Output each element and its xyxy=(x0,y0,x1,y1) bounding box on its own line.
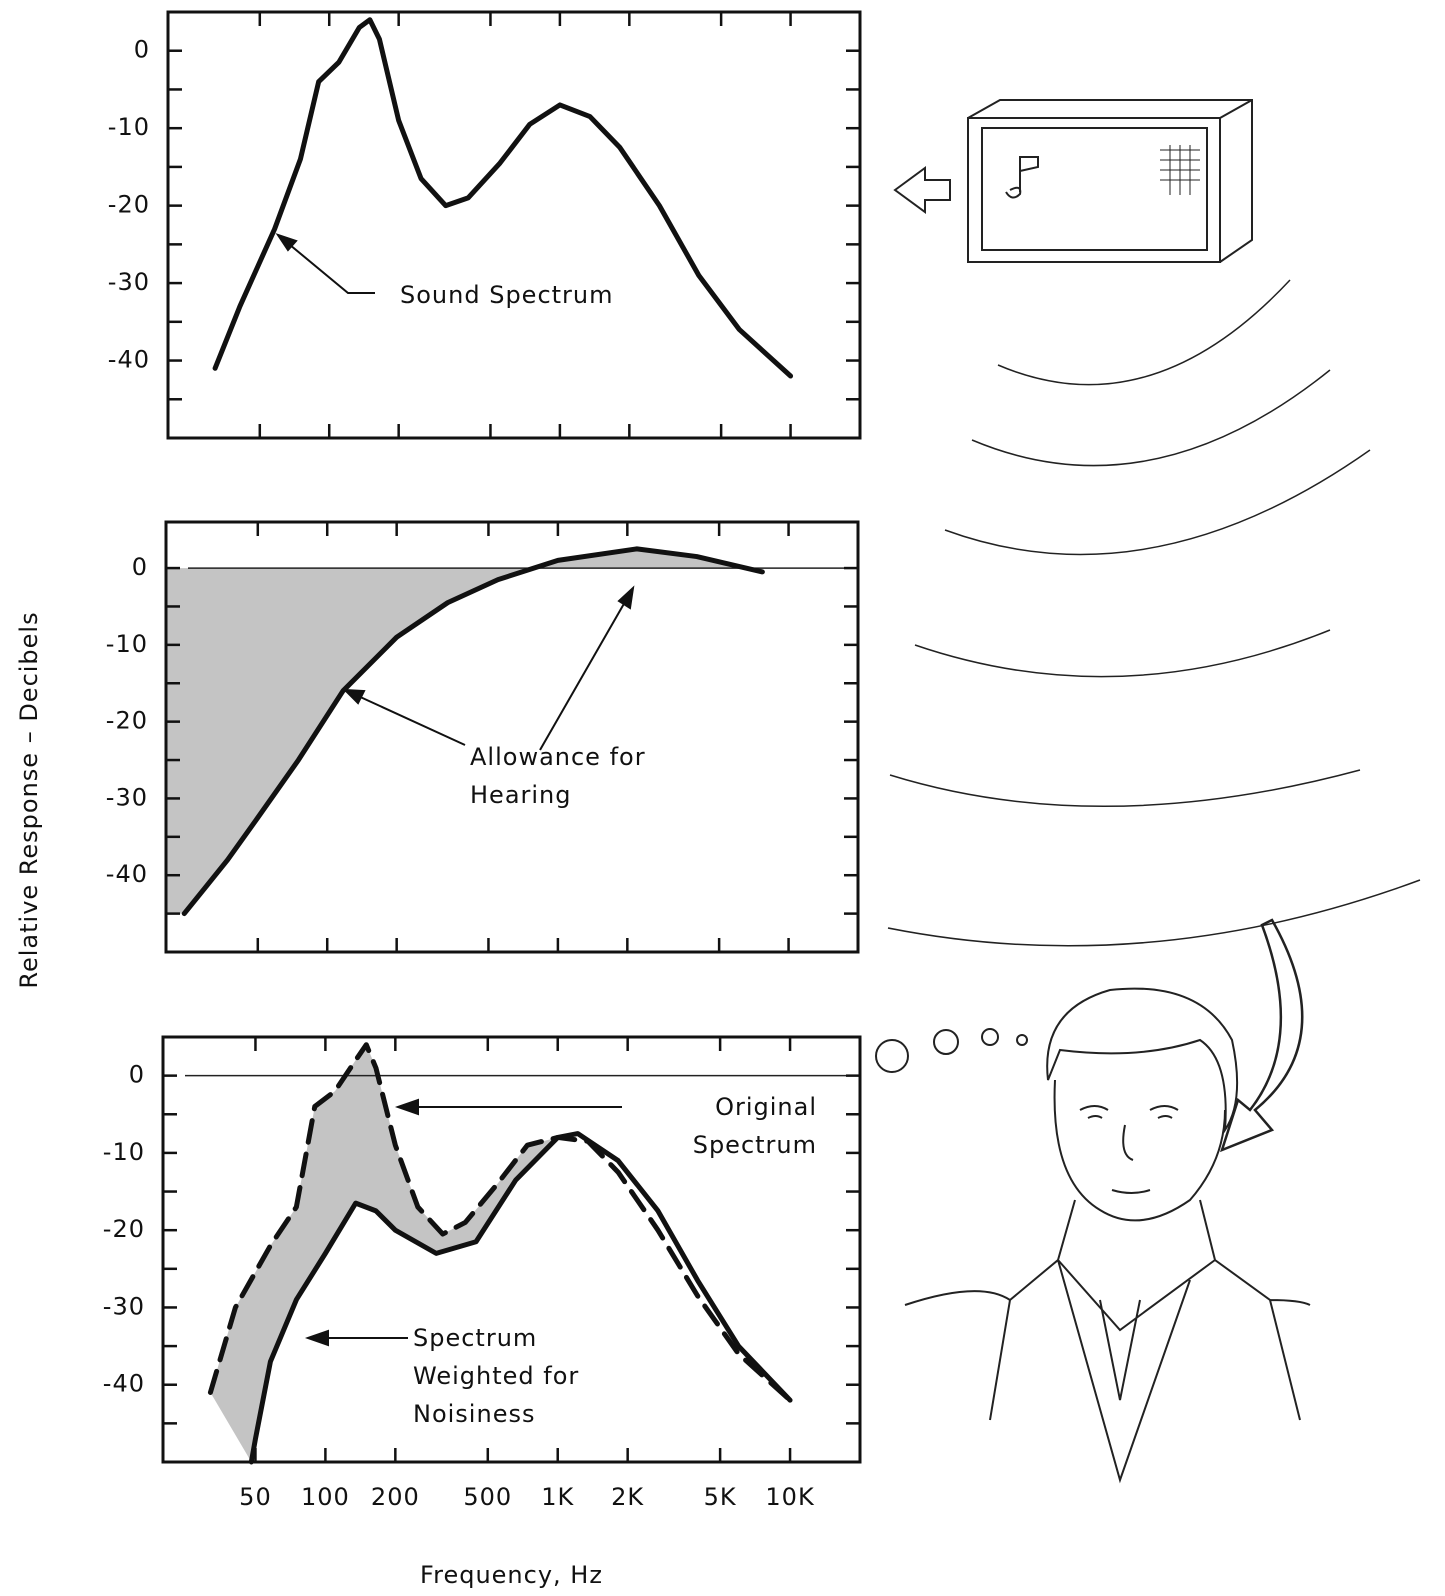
y-tick-label: 0 xyxy=(134,36,150,64)
y-tick-label: -10 xyxy=(108,113,150,141)
y-tick-label: -30 xyxy=(108,268,150,296)
y-tick-label: -40 xyxy=(108,346,150,374)
y-tick-label: -20 xyxy=(106,707,148,735)
data-line xyxy=(207,1042,793,1403)
annotation: Sound Spectrum xyxy=(400,281,614,309)
y-tick-label: -10 xyxy=(106,630,148,658)
annotation: Original Spectrum xyxy=(692,1093,817,1159)
arrow xyxy=(539,587,634,751)
illustration xyxy=(875,99,1421,1484)
data-line xyxy=(248,1131,793,1465)
data-line xyxy=(181,546,765,917)
annotation: Allowance for Hearing xyxy=(470,743,646,809)
x-tick-label: 5K xyxy=(704,1483,737,1511)
arrow xyxy=(344,689,466,746)
x-tick-label: 1K xyxy=(541,1483,574,1511)
y-tick-label: 0 xyxy=(129,1061,145,1089)
y-tick-label: -30 xyxy=(106,783,148,811)
arrow-head xyxy=(617,585,635,610)
y-axis-label: Relative Response – Decibels xyxy=(15,611,43,988)
arrow-head xyxy=(394,1098,419,1116)
plot-frame xyxy=(166,10,862,440)
data-line xyxy=(212,17,794,379)
shaded-area xyxy=(166,548,763,914)
plot-frame xyxy=(161,1035,862,1464)
x-tick-label: 10K xyxy=(765,1483,815,1511)
arrow-head xyxy=(304,1329,329,1347)
annotation-arrows xyxy=(275,233,635,1347)
arrow-head xyxy=(275,233,298,252)
y-tick-label: 0 xyxy=(132,553,148,581)
x-axis-label: Frequency, Hz xyxy=(420,1561,603,1589)
x-tick-label: 100 xyxy=(301,1483,350,1511)
y-tick-label: -20 xyxy=(108,191,150,219)
arrow xyxy=(277,234,375,294)
arrow-head xyxy=(342,688,366,705)
annotation: Spectrum Weighted for Noisiness xyxy=(413,1324,580,1428)
x-tick-label: 2K xyxy=(611,1483,644,1511)
plot-frame xyxy=(164,520,860,954)
y-tick-label: -10 xyxy=(103,1138,145,1166)
shaded-area xyxy=(210,1044,558,1462)
y-tick-label: -30 xyxy=(103,1292,145,1320)
y-tick-label: -40 xyxy=(103,1370,145,1398)
y-tick-label: -20 xyxy=(103,1215,145,1243)
x-tick-label: 200 xyxy=(371,1483,420,1511)
x-tick-label: 50 xyxy=(239,1483,272,1511)
y-tick-label: -40 xyxy=(106,860,148,888)
x-tick-label: 500 xyxy=(463,1483,512,1511)
